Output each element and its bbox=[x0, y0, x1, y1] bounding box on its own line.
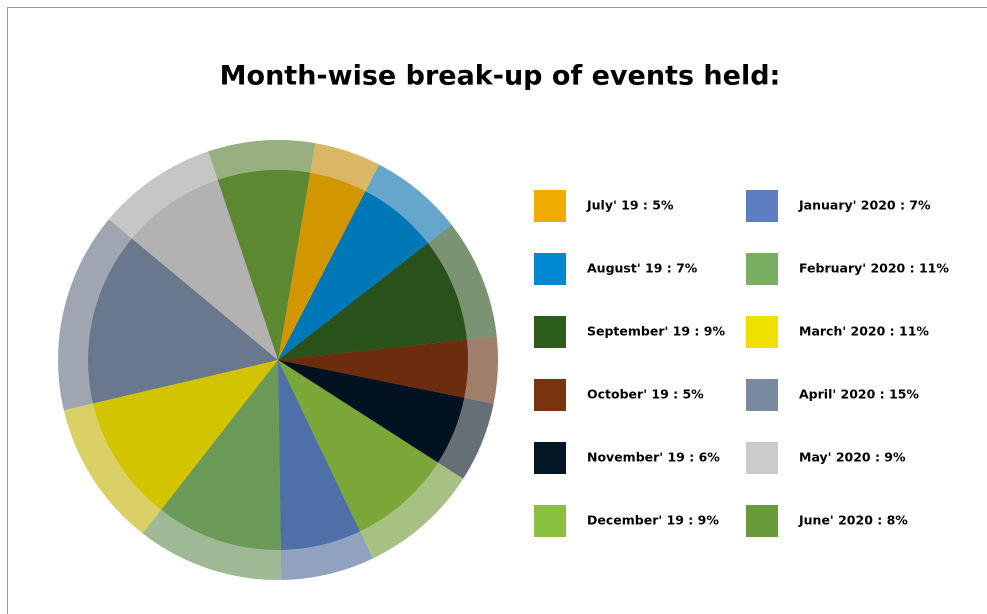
legend-swatch bbox=[534, 379, 566, 411]
slice bbox=[93, 360, 278, 510]
slice bbox=[278, 360, 465, 463]
legend-swatch bbox=[534, 442, 566, 474]
legend-swatch bbox=[534, 190, 566, 222]
legend-label: May' 2020 : 9% bbox=[799, 450, 906, 465]
legend-swatch bbox=[746, 505, 778, 537]
legend-swatch bbox=[534, 253, 566, 285]
slice bbox=[278, 243, 467, 360]
legend-swatch bbox=[534, 316, 566, 348]
legend-swatch bbox=[746, 253, 778, 285]
legend-label: November' 19 : 6% bbox=[587, 450, 720, 465]
slice bbox=[278, 339, 468, 398]
legend-label: February' 2020 : 11% bbox=[799, 261, 949, 276]
legend-label: March' 2020 : 11% bbox=[799, 324, 929, 339]
slice bbox=[278, 360, 360, 550]
legend-label: January' 2020 : 7% bbox=[798, 198, 931, 213]
slice bbox=[217, 170, 311, 360]
legend-label: April' 2020 : 15% bbox=[799, 387, 919, 402]
slice bbox=[278, 191, 428, 360]
legend-swatch bbox=[746, 190, 778, 222]
legend-label: July' 19 : 5% bbox=[586, 198, 674, 213]
legend-label: December' 19 : 9% bbox=[587, 513, 719, 528]
legend-swatch bbox=[746, 379, 778, 411]
legend-label: June' 2020 : 8% bbox=[798, 513, 908, 528]
slice bbox=[131, 179, 278, 360]
legend-swatch bbox=[534, 505, 566, 537]
legend-label: October' 19 : 5% bbox=[587, 387, 704, 402]
slice bbox=[88, 238, 278, 404]
legend-label: September' 19 : 9% bbox=[587, 324, 725, 339]
slice bbox=[278, 360, 438, 532]
legend-swatch bbox=[746, 316, 778, 348]
chart-title: Month-wise break-up of events held: bbox=[220, 61, 781, 92]
slice bbox=[161, 360, 281, 550]
legend-label: August' 19 : 7% bbox=[587, 261, 698, 276]
legend-swatch bbox=[746, 442, 778, 474]
slice bbox=[278, 172, 366, 360]
